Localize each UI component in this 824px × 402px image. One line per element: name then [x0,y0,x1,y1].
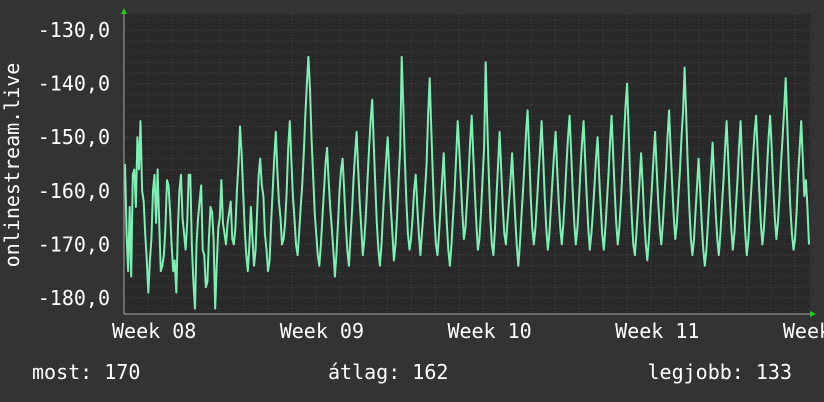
y-tick-label: -170,0 [38,232,110,256]
best-value: legjobb: 133 [647,360,793,384]
y-axis-tick-labels: -130,0 -140,0 -150,0 -160,0 -170,0 -180,0 [38,18,110,310]
x-axis-arrow-icon [810,311,816,317]
y-axis-title: onlinestream.live [0,63,24,268]
x-tick-label: Week 11 [615,319,699,343]
x-tick-label: Week 10 [447,319,531,343]
series-line [124,55,810,310]
axes [121,8,816,317]
y-tick-label: -180,0 [38,286,110,310]
plot-area [124,14,810,314]
y-tick-label: -140,0 [38,72,110,96]
x-tick-label: Week 08 [112,319,196,343]
line-chart: -130,0 -140,0 -150,0 -160,0 -170,0 -180,0 Wee… [0,8,824,343]
average-value: átlag: 162 [328,360,449,384]
y-tick-label: -130,0 [38,18,110,42]
y-tick-label: -160,0 [38,179,110,203]
x-tick-label: Week 12 [783,319,824,343]
grid [123,14,810,314]
y-tick-label: -150,0 [38,125,110,149]
x-axis-tick-labels: Week 08 Week 09 Week 10 Week 11 Week 12 [112,319,824,343]
stats-bar: most: 170 átlag: 162 legjobb: 133 [0,360,824,390]
current-value: most: 170 [32,360,141,384]
y-axis-arrow-icon [121,8,127,14]
x-tick-label: Week 09 [280,319,364,343]
